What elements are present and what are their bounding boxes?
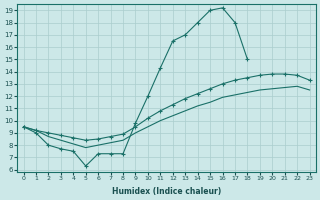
X-axis label: Humidex (Indice chaleur): Humidex (Indice chaleur) [112, 187, 221, 196]
